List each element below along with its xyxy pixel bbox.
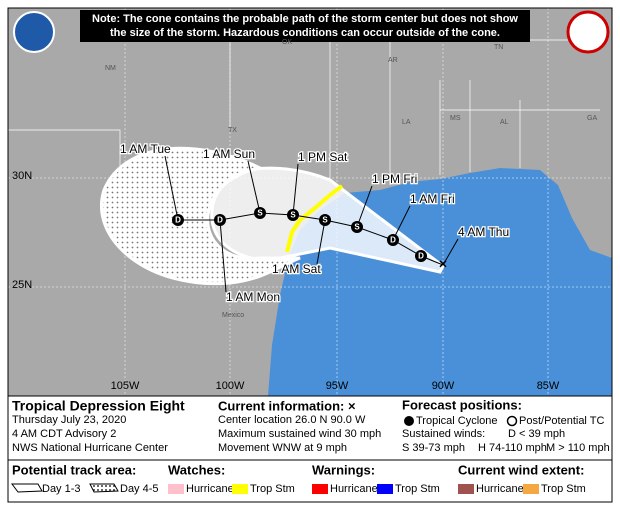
track-label: 1 PM Sat — [298, 150, 348, 164]
tc-icon — [404, 416, 414, 426]
map-label: GA — [587, 115, 597, 122]
map-label: TX — [228, 127, 237, 134]
track-symbol: S — [290, 211, 296, 220]
day13-icon — [11, 483, 43, 493]
map-label: MS — [450, 115, 461, 122]
lat-label: 25N — [12, 279, 32, 291]
forecast-m: M > 110 mph — [546, 442, 610, 454]
legend: Tropical Depression Eight Thursday July … — [7, 395, 613, 503]
track-label: 4 AM Thu — [458, 225, 509, 239]
track-symbol: D — [217, 216, 223, 225]
lon-label: 105W — [111, 380, 140, 392]
track-label: 1 PM Fri — [372, 172, 417, 186]
day45: Day 4-5 — [120, 483, 159, 495]
current-title: Current information: × — [218, 398, 356, 413]
leader — [392, 205, 411, 241]
warn-hurricane-icon — [312, 484, 328, 494]
track-point — [172, 214, 184, 226]
storm-name: Tropical Depression Eight — [12, 398, 185, 414]
forecast-winds: Sustained winds: — [402, 428, 485, 440]
map-label: Mexico — [222, 312, 244, 319]
track: 1 AM Tue D 1 AM Mon D 1 AM Sun S 1 PM Sat S 1 AM… — [119, 141, 511, 306]
note: the size of the storm. Hazardous conditi… — [110, 27, 500, 39]
note: Note: The cone contains the probable pat… — [92, 13, 518, 25]
advisory: 4 AM CDT Advisory 2 — [12, 428, 116, 440]
watches-title: Watches: — [168, 462, 225, 477]
track-label: 1 AM Tue — [120, 142, 171, 156]
track-point — [387, 234, 399, 246]
leader — [219, 219, 227, 293]
map-label: NM — [105, 65, 116, 72]
nws-logo — [566, 10, 610, 54]
wind-extent-title: Current wind extent: — [458, 462, 584, 477]
track-area-title: Potential track area: — [12, 462, 136, 477]
center: NWS National Hurricane Center — [12, 442, 168, 454]
leader — [164, 155, 179, 221]
note-box — [80, 10, 530, 42]
lon-label: 85W — [537, 380, 560, 392]
watch-trop-icon — [232, 484, 248, 494]
leader — [442, 238, 459, 266]
noaa-logo — [13, 11, 55, 53]
wind-hurricane: Hurricane — [476, 483, 524, 495]
forecast-tc: Tropical Cyclone — [416, 415, 498, 427]
track-point — [351, 221, 363, 233]
forecast-s: S 39-73 mph — [402, 442, 465, 454]
track-symbol: S — [322, 216, 328, 225]
current-wind: Maximum sustained wind 30 mph — [218, 428, 381, 440]
leader — [247, 160, 261, 214]
forecast-h: H 74-110 mph — [478, 442, 547, 454]
map-label: AL — [500, 119, 509, 126]
forecast-title: Forecast positions: — [402, 397, 522, 412]
lon-label: 95W — [326, 380, 349, 392]
watch-hurricane: Hurricane — [186, 483, 234, 495]
track-point — [287, 209, 299, 221]
leader — [292, 163, 299, 216]
track-label: 1 AM Mon — [226, 290, 280, 304]
warn-trop: Trop Stm — [395, 483, 440, 495]
track-symbol: D — [418, 252, 424, 261]
wind-trop-icon — [523, 484, 539, 494]
track-symbol: D — [175, 216, 181, 225]
track-label: 1 AM Fri — [410, 192, 455, 206]
day45-icon — [89, 483, 119, 493]
map-label: TN — [494, 44, 503, 51]
track-symbol: D — [390, 236, 396, 245]
warnings-title: Warnings: — [312, 462, 375, 477]
storm-date: Thursday July 23, 2020 — [12, 414, 126, 426]
track-label: 1 AM Sat — [272, 262, 321, 276]
track-point — [254, 207, 266, 219]
day13: Day 1-3 — [42, 483, 81, 495]
map-label: OK — [282, 39, 292, 46]
forecast-d: D < 39 mph — [508, 428, 565, 440]
lat-label: 30N — [12, 170, 32, 182]
track-point — [214, 214, 226, 226]
current-location: Center location 26.0 N 90.0 W — [218, 414, 366, 426]
current-movement: Movement WNW at 9 mph — [218, 442, 347, 454]
cone-day-4-5 — [100, 146, 301, 286]
lon-label: 100W — [216, 380, 245, 392]
wind-hurricane-icon — [458, 484, 474, 494]
lon-label: 90W — [432, 380, 455, 392]
warn-hurricane: Hurricane — [330, 483, 378, 495]
post-icon — [506, 415, 518, 427]
map-label: AR — [388, 57, 398, 64]
track-point — [415, 250, 427, 262]
track-symbol: × — [439, 256, 447, 272]
forecast-post: Post/Potential TC — [519, 415, 604, 427]
track-label: 1 AM Sun — [203, 147, 255, 161]
watch-trop: Trop Stm — [250, 483, 295, 495]
wind-trop: Trop Stm — [541, 483, 586, 495]
leader — [316, 219, 326, 265]
track-point — [319, 214, 331, 226]
map: 1 AM Tue D 1 AM Mon D 1 AM Sun S 1 PM Sat S 1 AM… — [7, 7, 613, 397]
leader — [356, 185, 373, 228]
track-symbol: S — [257, 209, 263, 218]
watch-hurricane-icon — [168, 484, 184, 494]
track-symbol: S — [354, 223, 360, 232]
tropical-storm-warning — [285, 184, 344, 253]
warn-trop-icon — [377, 484, 393, 494]
map-label: LA — [402, 119, 411, 126]
